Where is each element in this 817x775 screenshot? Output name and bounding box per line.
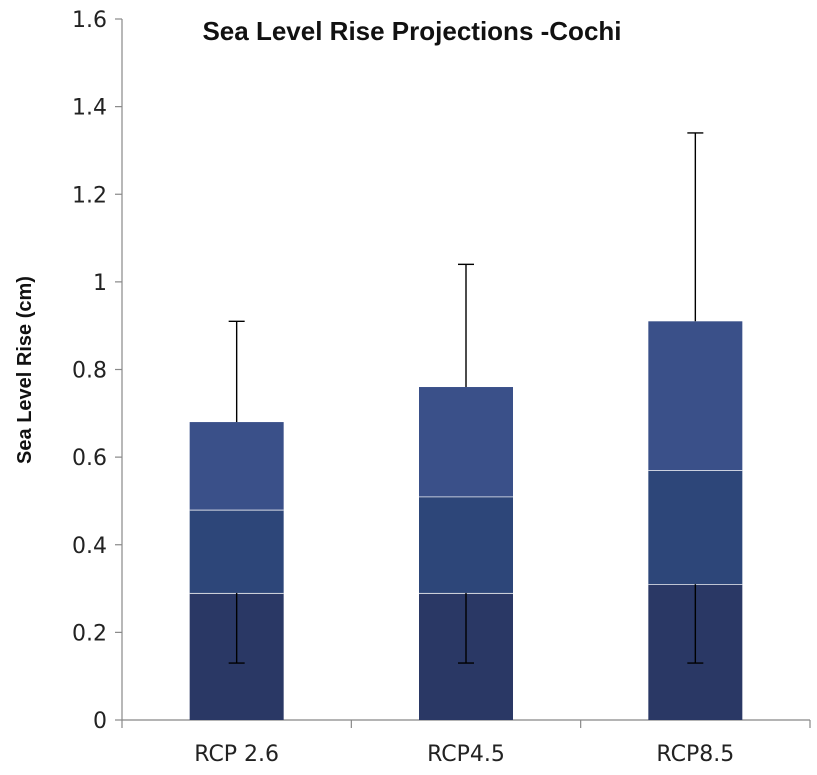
bar-segment: [648, 321, 743, 471]
x-tick-label: RCP8.5: [656, 742, 734, 767]
bar-segment: [189, 422, 284, 510]
y-tick-label: 1: [93, 271, 107, 296]
y-tick-label: 0: [93, 709, 107, 734]
y-axis-label: Sea Level Rise (cm): [14, 276, 36, 464]
bars: [189, 321, 743, 720]
bar-segment: [648, 470, 743, 585]
y-tick-label: 0.2: [72, 621, 107, 646]
x-axis: RCP 2.6 RCP4.5 RCP8.5: [121, 719, 811, 767]
y-tick-label: 0.6: [72, 446, 107, 471]
bar-segment: [419, 496, 513, 593]
x-tick-label: RCP4.5: [427, 742, 505, 767]
error-bars: [228, 132, 704, 664]
y-tick-label: 0.8: [72, 359, 107, 384]
y-axis: 0 0.2 0.4 0.6 0.8 1 1.2 1.4 1.6: [72, 8, 123, 734]
y-tick-label: 1.4: [72, 96, 107, 121]
chart-title: Sea Level Rise Projections -Cochi: [202, 16, 621, 46]
bar-segment: [189, 509, 284, 593]
y-tick-label: 1.2: [72, 183, 107, 208]
x-tick-label: RCP 2.6: [194, 742, 279, 767]
y-tick-label: 0.4: [72, 534, 107, 559]
y-tick-label: 1.6: [72, 8, 107, 33]
bar-segment: [419, 387, 513, 497]
